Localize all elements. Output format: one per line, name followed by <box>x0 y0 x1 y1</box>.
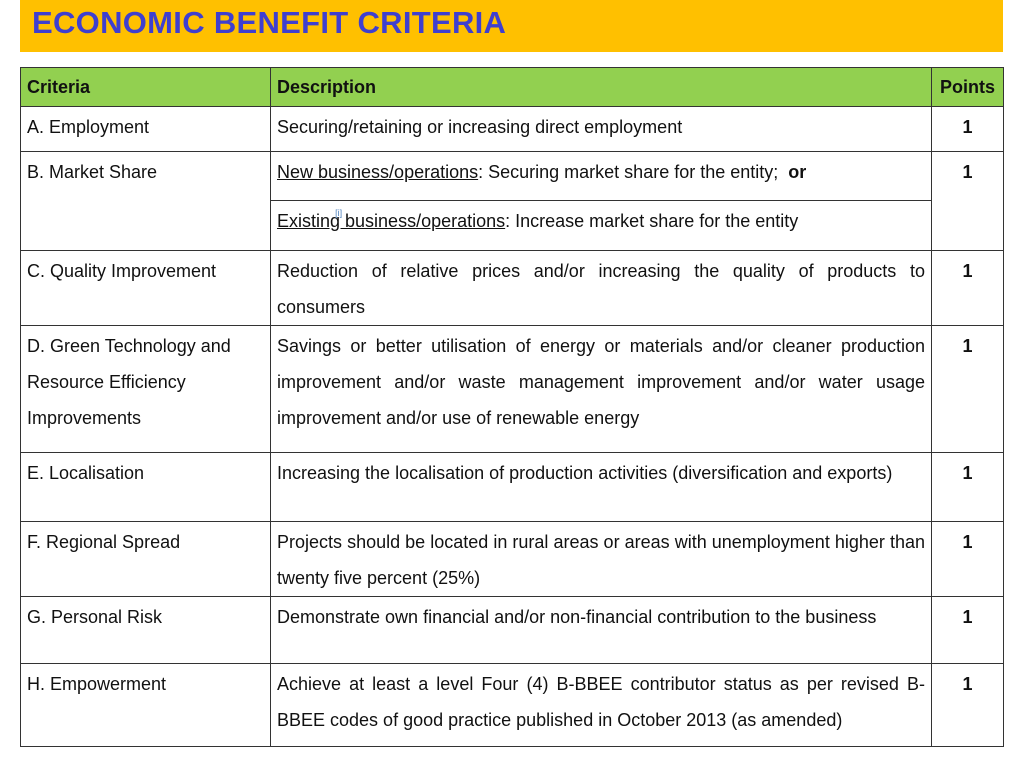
header-row: Criteria Description Points <box>20 67 1004 107</box>
column-header: Points <box>931 67 1004 107</box>
description: New business/operations: Securing market… <box>270 151 932 201</box>
title-bar: ECONOMIC BENEFIT CRITERIA <box>20 0 1003 52</box>
bold-text: or <box>788 162 807 182</box>
criteria: C. Quality Improvement <box>20 250 271 326</box>
footnote: [i] <box>335 208 343 218</box>
description: Existing business/operations [i] : Increas… <box>270 200 932 251</box>
description: Reduction of relative prices and/or incr… <box>270 250 932 326</box>
underlined-text: Existing business/operations <box>277 211 506 231</box>
row: C. Quality Improvement Reduction of rela… <box>20 250 1004 326</box>
points: 1 <box>931 106 1004 152</box>
points: 1 <box>931 596 1004 664</box>
column-header: Criteria <box>20 67 271 107</box>
description: Securing/retaining or increasing direct … <box>270 106 932 152</box>
criteria: B. Market Share <box>20 151 271 251</box>
points: 1 <box>931 521 1004 597</box>
points: 1 <box>931 325 1004 453</box>
text: : Securing market share for the entity; <box>478 162 779 182</box>
row: F. Regional Spread Projects should be lo… <box>20 521 1004 597</box>
text: : Increase market share for the entity <box>505 211 799 231</box>
criteria: D. Green Technology and Resource Efficie… <box>20 325 271 453</box>
slide-title: ECONOMIC BENEFIT CRITERIA <box>32 5 507 40</box>
criteria: G. Personal Risk <box>20 596 271 664</box>
points: 1 <box>931 452 1004 522</box>
row: B. Market Share New business/operations:… <box>20 151 1004 251</box>
points: 1 <box>931 151 1004 251</box>
points: 1 <box>931 250 1004 326</box>
criteria: H. Empowerment <box>20 663 271 747</box>
description: Savings or better utilisation of energy … <box>270 325 932 453</box>
underlined-text: New business/operations <box>277 162 479 182</box>
column-header: Description <box>270 67 932 107</box>
criteria: E. Localisation <box>20 452 271 522</box>
description: Increasing the localisation of productio… <box>270 452 932 522</box>
criteria: F. Regional Spread <box>20 521 271 597</box>
criteria: A. Employment <box>20 106 271 152</box>
criteria-table: Criteria Description Points A. Employmen… <box>20 67 1004 747</box>
row: Existing business/operations [i] : Increas… <box>21 200 1004 251</box>
points: 1 <box>931 663 1004 747</box>
description: Projects should be located in rural area… <box>270 521 932 597</box>
row: G. Personal Risk Demonstrate own financi… <box>20 596 1004 664</box>
row: E. Localisation Increasing the localisat… <box>20 452 1004 522</box>
row: A. Employment Securing/retaining or incr… <box>20 106 1004 152</box>
row: D. Green Technology and Resource Efficie… <box>20 325 1004 453</box>
description: Achieve at least a level Four (4) B-BBEE… <box>270 663 932 747</box>
description: Demonstrate own financial and/or non-fin… <box>270 596 932 664</box>
row: H. Empowerment Achieve at least a level … <box>20 663 1004 747</box>
